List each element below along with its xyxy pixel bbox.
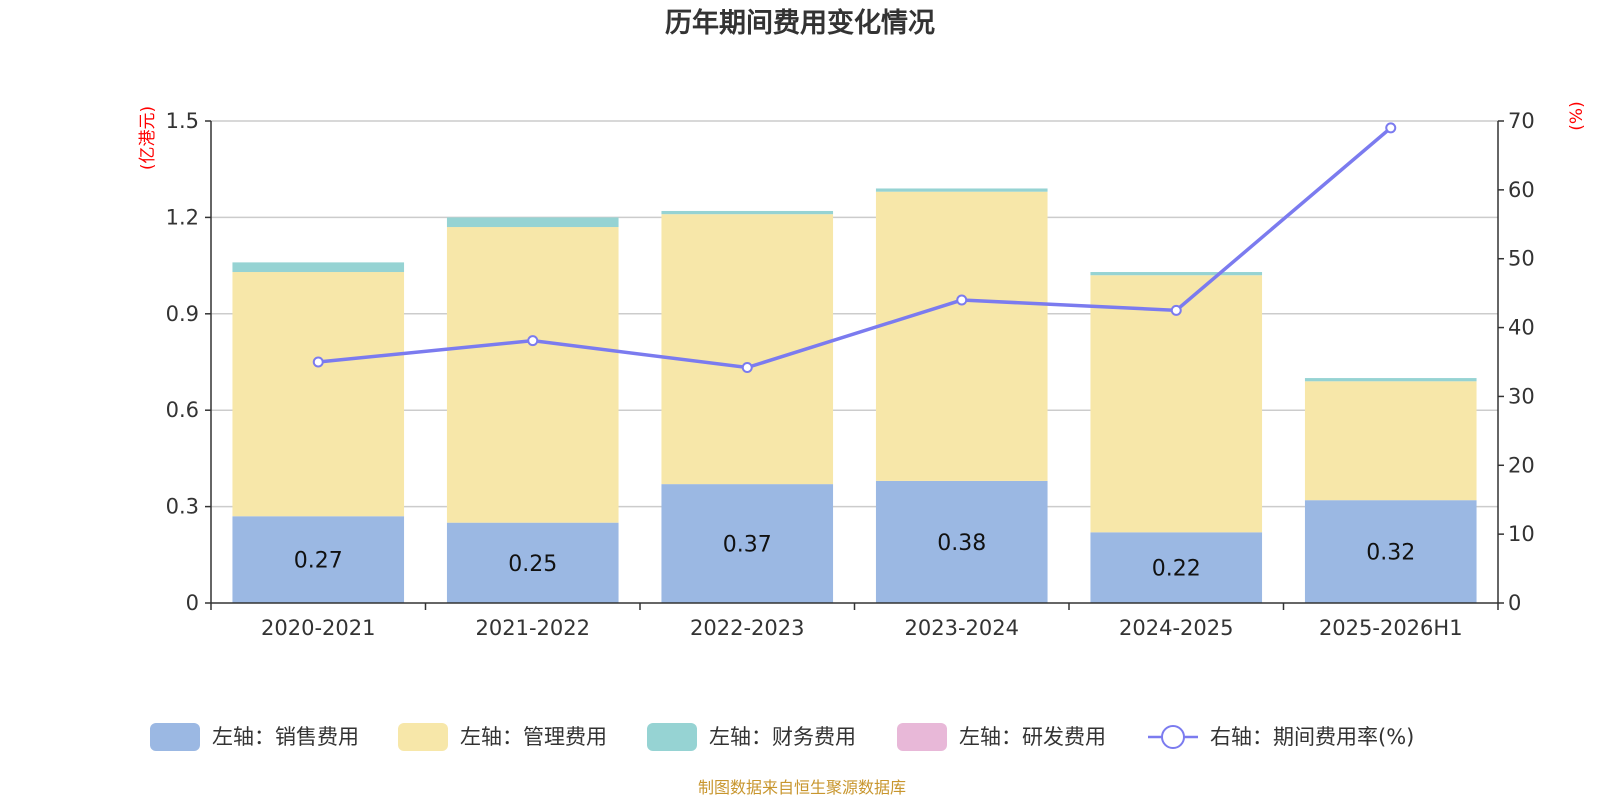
legend-swatch-3 [897,723,947,751]
bar-s1-5 [1304,381,1477,501]
legend-label-2: 左轴：财务费用 [709,725,856,749]
bar-s1-4 [1090,275,1263,533]
right-tick-label-3: 30 [1508,384,1535,408]
rate-point-3 [956,294,968,306]
rate-point-4 [1170,304,1182,316]
x-tick-label-2: 2022-2023 [690,616,804,640]
right-axis-unit: (%) [1567,101,1587,130]
chart-title: 历年期间费用变化情况 [665,7,935,39]
left-tick-label-1: 0.3 [166,495,199,519]
right-tick-label-4: 40 [1508,316,1535,340]
x-tick-label-5: 2025-2026H1 [1319,616,1463,640]
bar-s1-3 [875,191,1048,481]
bar-s2-0 [232,262,405,273]
data-label-0: 0.27 [294,549,343,574]
data-label-5: 0.32 [1366,541,1415,566]
bar-s0-4 [1090,532,1263,603]
legend-marker-4 [1161,725,1185,749]
left-axis-unit: (亿港元) [138,106,158,170]
left-tick-label-5: 1.5 [166,109,199,133]
bar-s0-1 [446,522,619,603]
data-label-1: 0.25 [508,552,557,577]
rate-point-5 [1385,122,1397,134]
legend-label-1: 左轴：管理费用 [460,725,607,749]
right-tick-label-1: 10 [1508,522,1535,546]
legend: 左轴：销售费用 左轴：管理费用 左轴：财务费用 左轴：研发费用 右轴：期间费用率(%) [150,723,1414,751]
rate-line [312,122,1397,374]
rate-point-2 [741,362,753,374]
legend-label-4: 右轴：期间费用率(%) [1210,725,1414,749]
data-label-4: 0.22 [1152,557,1201,582]
bar-s1-0 [232,272,405,517]
rate-point-0 [312,356,324,368]
rate-line-path [318,126,1392,370]
x-tick-label-4: 2024-2025 [1119,616,1233,640]
bar-s2-5 [1304,378,1477,382]
axes: 0 0.3 0.6 0.9 1.2 1.5 0 10 20 30 40 50 60 70 2020-2021… [166,109,1535,640]
bar-s0-0 [232,516,405,603]
bar-s1-1 [446,227,619,523]
legend-swatch-1 [398,723,448,751]
x-tick-label-1: 2021-2022 [476,616,590,640]
left-tick-label-3: 0.9 [166,302,199,326]
legend-label-3: 左轴：研发费用 [959,725,1106,749]
legend-label-0: 左轴：销售费用 [212,725,359,749]
bar-s2-1 [446,217,619,228]
right-tick-label-6: 60 [1508,178,1535,202]
left-tick-label-4: 1.2 [166,205,199,229]
legend-swatch-0 [150,723,200,751]
bar-s2-3 [875,188,1048,192]
bar-s0-3 [875,480,1048,603]
left-tick-label-0: 0 [186,591,199,615]
bars: 0.27 0.25 0.37 0.38 0.22 0.32 [232,188,1477,603]
rate-point-1 [527,335,539,347]
data-label-3: 0.38 [937,531,986,556]
bar-s0-5 [1304,500,1477,603]
right-tick-label-0: 0 [1508,591,1521,615]
x-tick-label-3: 2023-2024 [905,616,1019,640]
right-tick-label-2: 20 [1508,453,1535,477]
left-tick-label-2: 0.6 [166,398,199,422]
bar-s2-4 [1090,272,1263,276]
right-tick-label-5: 50 [1508,247,1535,271]
data-label-2: 0.37 [723,533,772,558]
bar-s0-2 [661,484,834,603]
x-tick-label-0: 2020-2021 [261,616,375,640]
legend-swatch-2 [647,723,697,751]
right-tick-label-7: 70 [1508,109,1535,133]
bar-s2-2 [661,210,834,215]
source-note: 制图数据来自恒生聚源数据库 [698,778,906,797]
